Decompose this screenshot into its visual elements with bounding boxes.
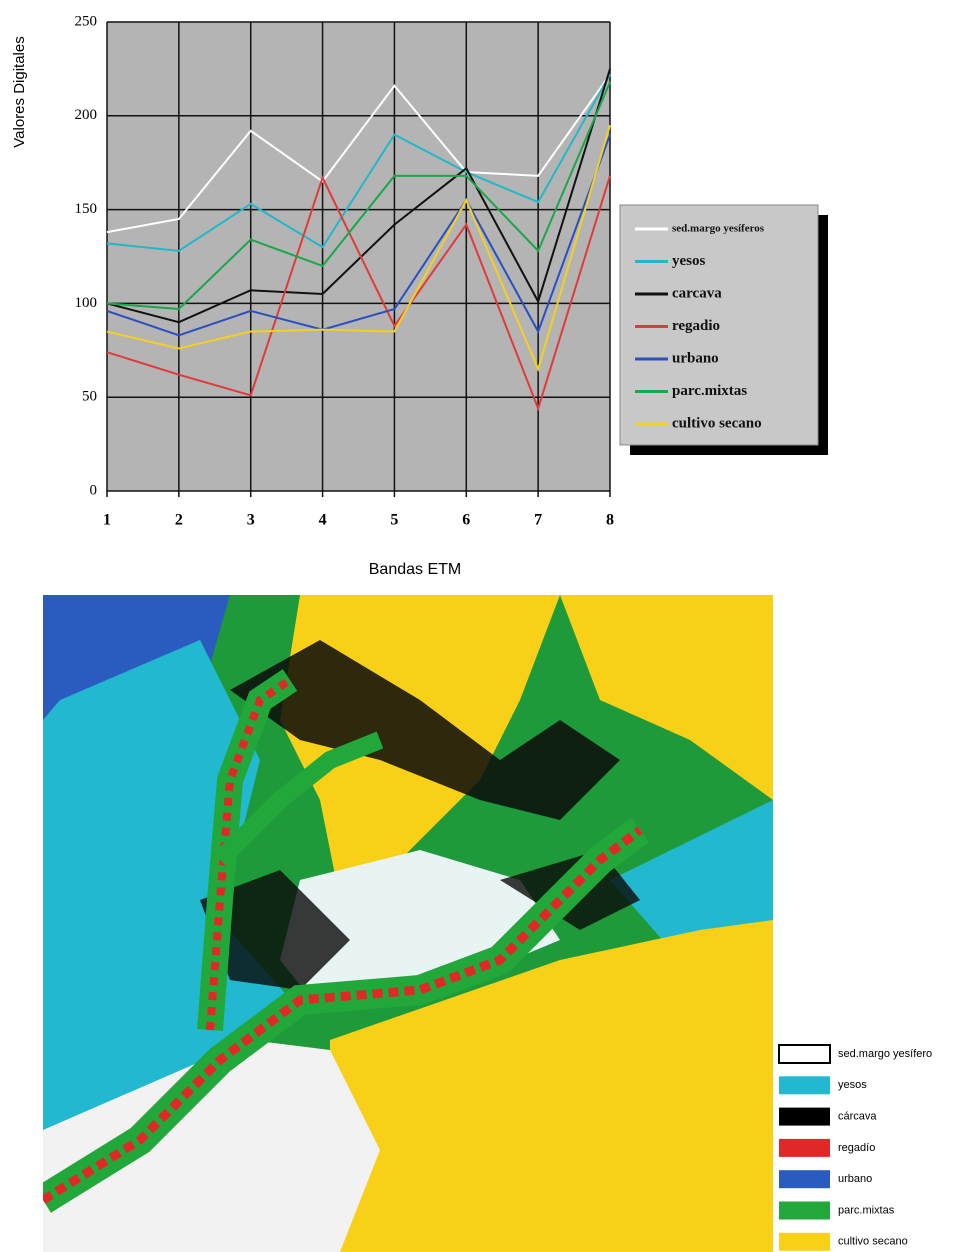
x-tick-label: 7 [534, 512, 542, 529]
x-tick-label: 8 [606, 512, 614, 529]
legend-label: sed.margo yesíferos [672, 223, 765, 235]
y-tick-label: 50 [82, 389, 97, 405]
map-legend-swatch [779, 1233, 830, 1251]
y-tick-label: 100 [75, 295, 98, 311]
x-tick-label: 1 [103, 512, 111, 529]
x-tick-label: 3 [247, 512, 255, 529]
map-legend-label: parc.mixtas [838, 1204, 895, 1216]
y-tick-label: 0 [90, 482, 98, 498]
plot-area [107, 22, 610, 491]
classified-map [43, 595, 773, 1252]
y-tick-label: 150 [75, 201, 98, 217]
y-tick-label: 200 [75, 107, 98, 123]
x-tick-label: 5 [390, 512, 398, 529]
map-legend-label: urbano [838, 1173, 872, 1185]
x-tick-label: 2 [175, 512, 183, 529]
y-axis-label: Valores Digitales [11, 36, 28, 147]
x-axis-label: Bandas ETM [369, 561, 461, 578]
map-legend-swatch [779, 1045, 830, 1063]
legend-label: cultivo secano [672, 415, 762, 431]
map-legend-swatch [779, 1139, 830, 1157]
legend-label: yesos [672, 253, 705, 269]
map-legend-swatch [779, 1076, 830, 1094]
map-legend-swatch [779, 1202, 830, 1220]
legend-label: carcava [672, 285, 722, 301]
map-legend: sed.margo yesífero yesos cárcava regadío urb… [779, 1045, 932, 1251]
y-tick-label: 250 [75, 13, 98, 29]
figure: Valores Digitales Bandas ETM sed.margo y… [0, 0, 977, 1252]
legend-label: regadio [672, 318, 720, 334]
map-legend-swatch [779, 1170, 830, 1188]
map-legend-label: regadío [838, 1142, 875, 1154]
map-legend-swatch [779, 1108, 830, 1126]
page: Valores Digitales Bandas ETM sed.margo y… [0, 0, 977, 1252]
legend-label: parc.mixtas [672, 383, 747, 399]
legend-label: urbano [672, 350, 719, 366]
map-legend-label: cultivo secano [838, 1236, 908, 1248]
map-legend-label: yesos [838, 1079, 867, 1091]
x-tick-label: 4 [319, 512, 327, 529]
x-tick-label: 6 [462, 512, 470, 529]
map-legend-label: cárcava [838, 1111, 877, 1123]
map-legend-label: sed.margo yesífero [838, 1048, 932, 1060]
